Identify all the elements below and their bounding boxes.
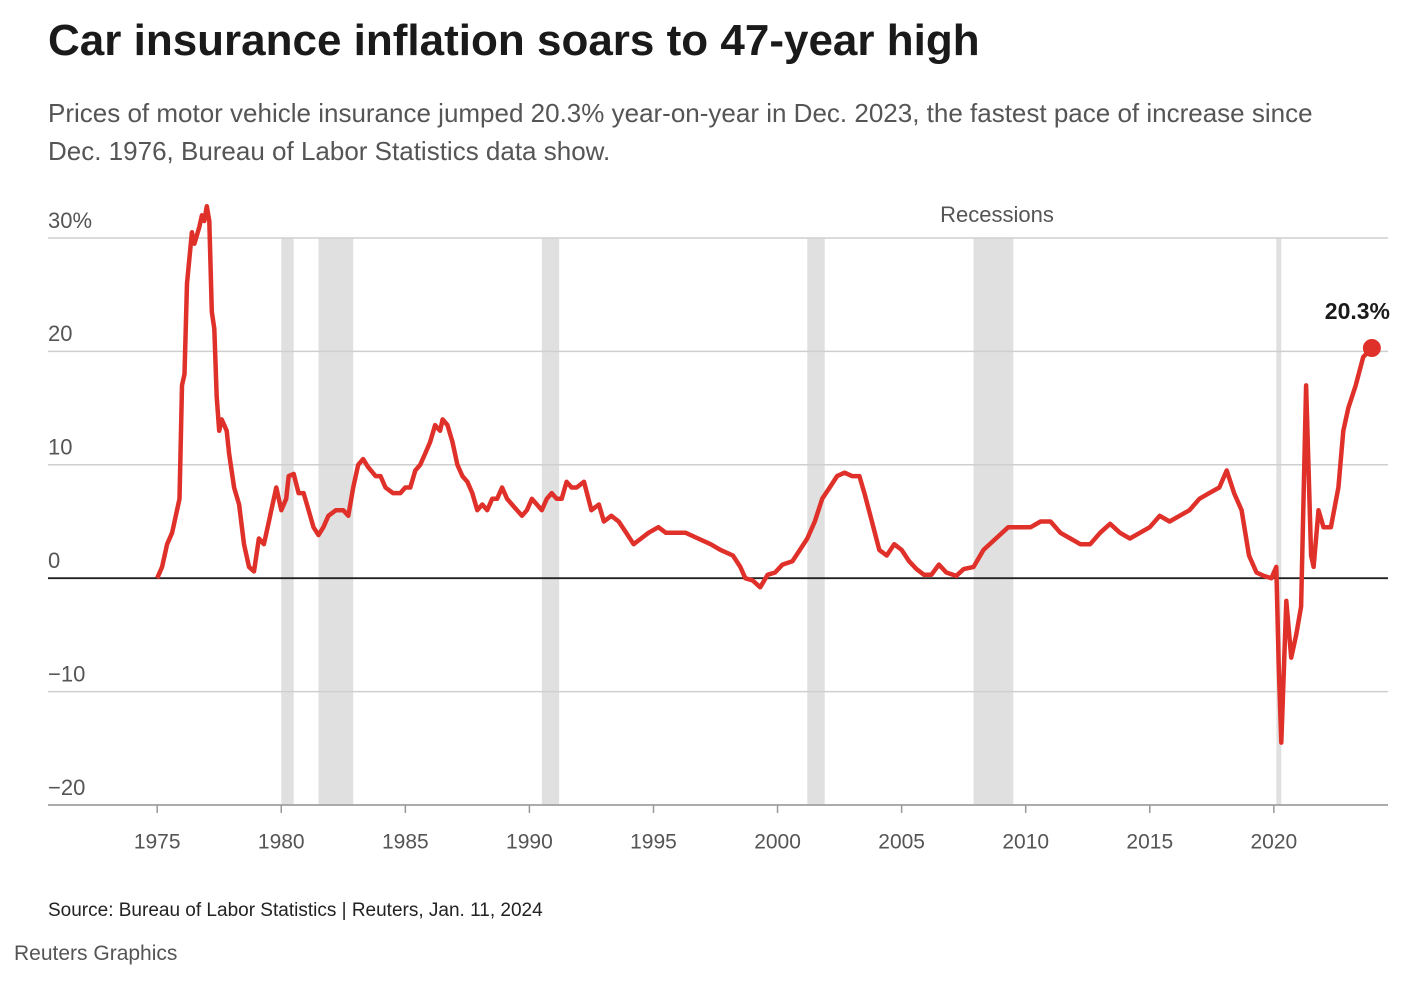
credit: Reuters Graphics bbox=[14, 942, 178, 965]
y-tick-label: −10 bbox=[48, 661, 85, 686]
x-tick-label: 1995 bbox=[630, 831, 677, 854]
x-tick-label: 1980 bbox=[258, 831, 305, 854]
title: Car insurance inflation soars to 47-year… bbox=[48, 16, 980, 65]
end-dot bbox=[1362, 338, 1381, 357]
x-tick-label: 2005 bbox=[878, 831, 925, 854]
y-tick-label: −20 bbox=[48, 775, 85, 800]
y-tick-label: 0 bbox=[48, 548, 60, 573]
recession-band bbox=[973, 238, 1014, 805]
recessions-label: Recessions bbox=[940, 202, 1054, 227]
recession-band bbox=[1276, 238, 1282, 805]
x-tick-label: 2010 bbox=[1002, 831, 1049, 854]
source: Source: Bureau of Labor Statistics | Reu… bbox=[48, 900, 543, 921]
x-tick-label: 2000 bbox=[754, 831, 801, 854]
subtitle: Prices of motor vehicle insurance jumped… bbox=[48, 98, 1313, 166]
x-tick-label: 2015 bbox=[1126, 831, 1173, 854]
x-tick-label: 1985 bbox=[382, 831, 429, 854]
x-tick-label: 2020 bbox=[1250, 831, 1297, 854]
y-tick-label: 10 bbox=[48, 435, 72, 460]
data-line bbox=[155, 203, 1374, 745]
recession-band bbox=[541, 238, 560, 805]
recession-band bbox=[281, 238, 294, 805]
x-tick-label: 1975 bbox=[134, 831, 181, 854]
x-tick-label: 1990 bbox=[506, 831, 553, 854]
y-tick-label: 30% bbox=[48, 208, 92, 233]
y-tick-label: 20 bbox=[48, 321, 72, 346]
annotation: 20.3% bbox=[1325, 298, 1390, 324]
